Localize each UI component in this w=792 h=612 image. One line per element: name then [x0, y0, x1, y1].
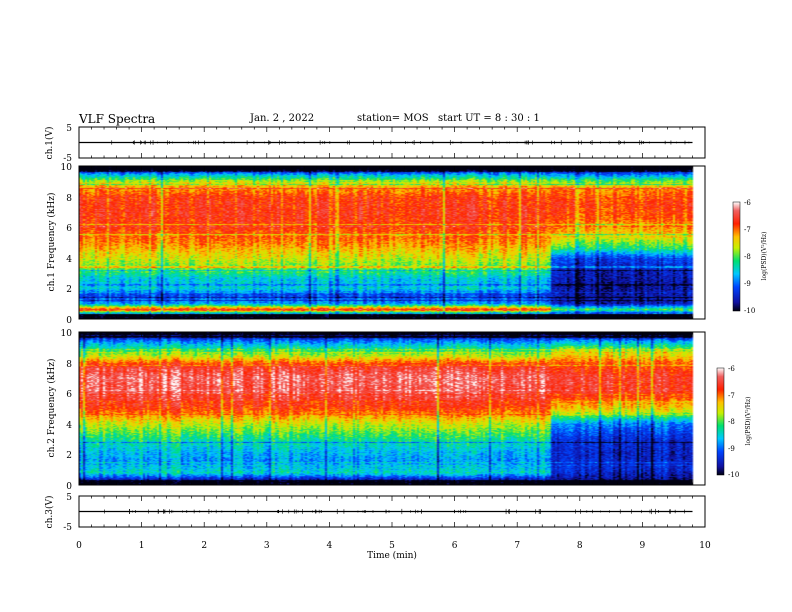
ch1-spectrogram-ylabel: ch.1 Frequency (kHz): [46, 193, 57, 292]
ch2-freq-tick-10: 10: [61, 329, 73, 339]
ch1-colorbar-tick-6: -6: [744, 199, 751, 207]
ch2-freq-tick-4: 4: [66, 421, 72, 431]
ch1-ytick-bottom: -5: [63, 154, 72, 164]
ch3-ytick-bottom: -5: [63, 523, 72, 533]
ch2-freq-tick-8: 8: [66, 360, 72, 370]
ch1-colorbar: [732, 201, 741, 312]
ch1-colorbar-label: log(PSD)(V²/Hz): [761, 232, 768, 281]
ch3-waveform-panel: 5 -5 ch.3(V) Time (min) 0 1 2 3 4 5 6 7 8 9 10: [44, 493, 711, 561]
ch1-spectrogram-panel: 10 8 6 4 2 0 ch.1 Frequency (kHz) -6 -7 …: [46, 163, 768, 326]
time-axis-label: Time (min): [367, 550, 417, 561]
ch3-waveform-ylabel: ch.3(V): [44, 496, 55, 529]
ch1-colorbar-tick-8: -8: [744, 253, 751, 261]
time-tick-label: 1: [139, 541, 145, 551]
ch1-waveform-ylabel: ch.1(V): [44, 127, 55, 160]
ch2-colorbar-tick-10: -10: [728, 471, 739, 479]
ch1-freq-tick-2: 2: [66, 285, 72, 295]
ch2-colorbar: [716, 367, 725, 476]
ch2-spectrogram-image: [79, 332, 705, 485]
ch1-freq-tick-0: 0: [66, 316, 72, 326]
date-label: Jan. 2 , 2022: [250, 113, 315, 124]
time-tick-label: 0: [76, 541, 82, 551]
ch2-colorbar-tick-7: -7: [728, 392, 735, 400]
time-tick-label: 8: [577, 541, 583, 551]
ch1-freq-tick-10: 10: [61, 163, 73, 173]
ch1-colorbar-tick-9: -9: [744, 280, 751, 288]
time-tick-label: 9: [640, 541, 646, 551]
time-tick-label: 10: [699, 541, 711, 551]
ch2-freq-tick-2: 2: [66, 451, 72, 461]
station-label: station= MOS: [357, 113, 429, 124]
ch2-colorbar-label: log(PSD)(V²/Hz): [745, 397, 752, 446]
ch2-colorbar-tick-6: -6: [728, 365, 735, 373]
ch1-freq-tick-4: 4: [66, 255, 72, 265]
ch2-colorbar-tick-9: -9: [728, 445, 735, 453]
ch1-colorbar-tick-10: -10: [744, 307, 755, 315]
ch2-colorbar-tick-8: -8: [728, 418, 735, 426]
ch1-colorbar-tick-7: -7: [744, 226, 751, 234]
time-tick-label: 7: [514, 541, 520, 551]
time-tick-label: 5: [389, 541, 395, 551]
ch1-spectrogram-image: [79, 166, 705, 319]
ch1-ytick-top: 5: [66, 124, 72, 134]
time-tick-label: 6: [452, 541, 458, 551]
ch1-waveform-panel: 5 -5 ch.1(V): [44, 124, 706, 164]
ch1-freq-tick-6: 6: [66, 224, 72, 234]
ch2-spectrogram-panel: 10 8 6 4 2 0 ch.2 Frequency (kHz) -6 -7 …: [46, 329, 752, 492]
time-tick-label: 4: [327, 541, 333, 551]
ch2-spectrogram-ylabel: ch.2 Frequency (kHz): [46, 359, 57, 458]
ch1-freq-tick-8: 8: [66, 194, 72, 204]
figure-title: VLF Spectra: [79, 112, 156, 126]
time-tick-label: 2: [201, 541, 207, 551]
ch3-ytick-top: 5: [66, 493, 72, 503]
ch2-freq-tick-6: 6: [66, 390, 72, 400]
time-tick-label: 3: [264, 541, 270, 551]
ch2-freq-tick-0: 0: [66, 482, 72, 492]
start-time-label: start UT = 8 : 30 : 1: [438, 113, 540, 124]
